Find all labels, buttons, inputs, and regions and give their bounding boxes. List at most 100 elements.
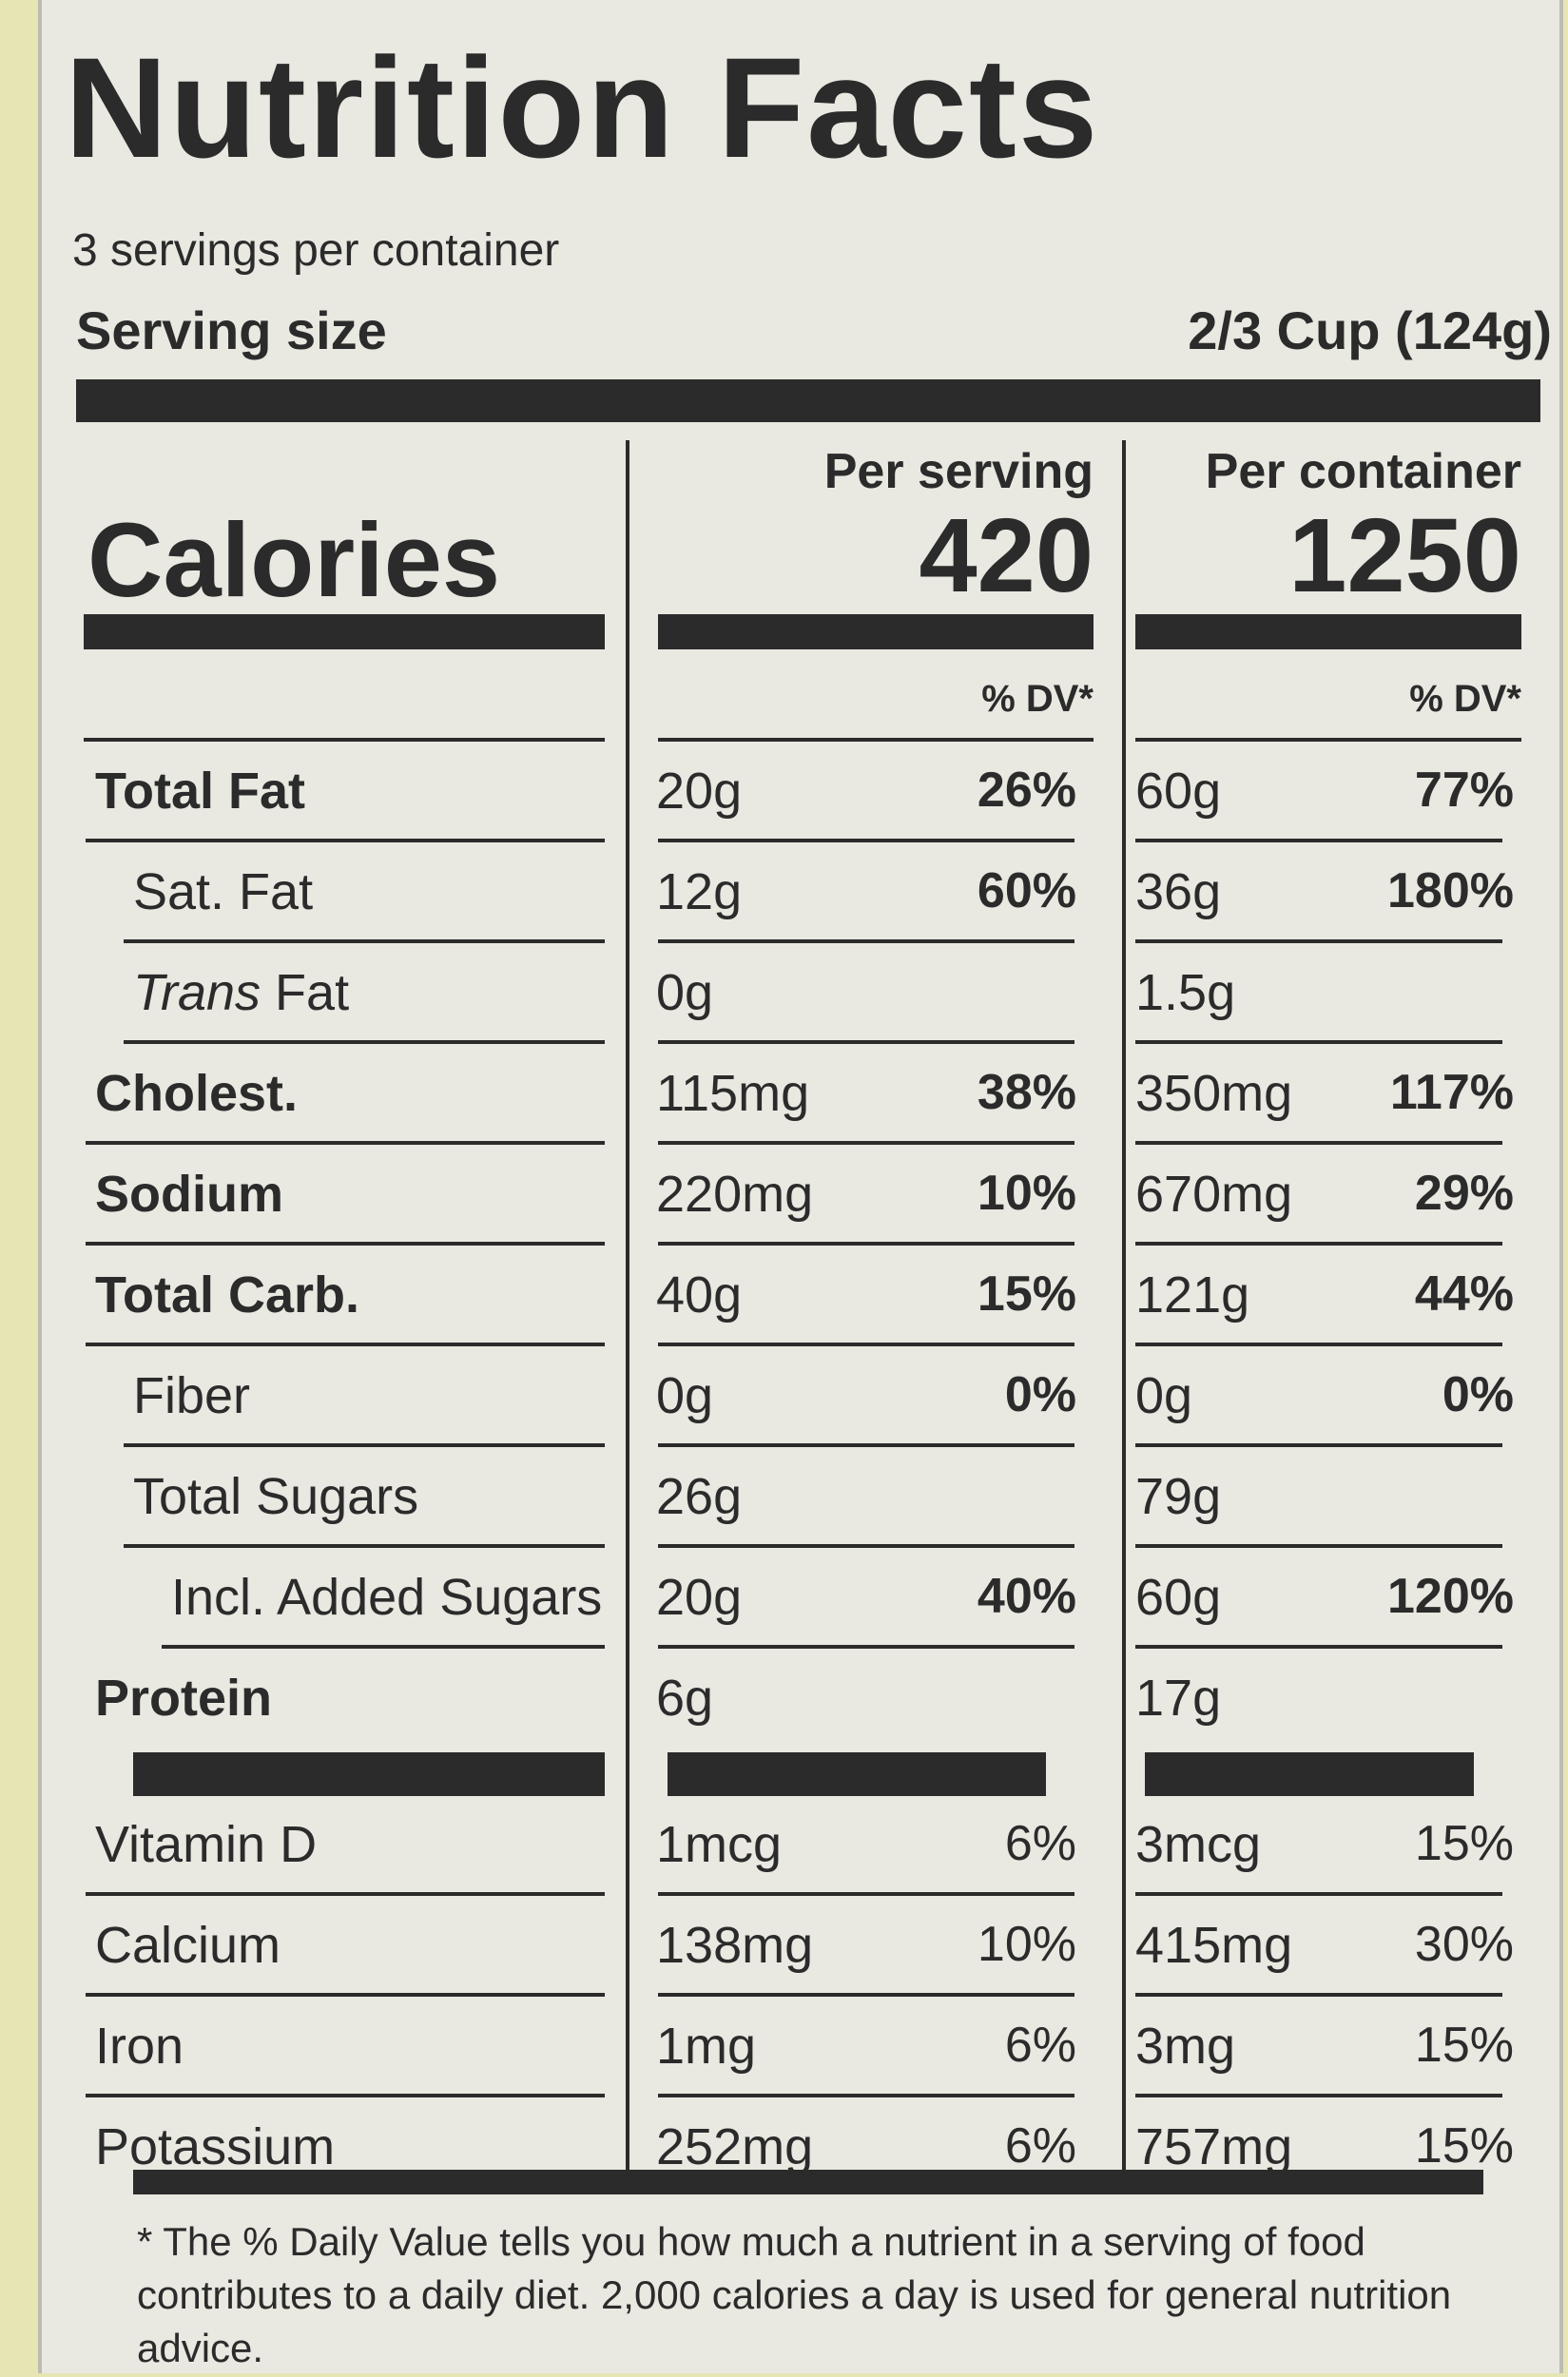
nutrient-label: Iron: [95, 2018, 184, 2075]
daily-value: 6%: [1004, 2018, 1076, 2073]
daily-value: 6%: [1004, 1816, 1076, 1871]
calories-label: Calories: [87, 502, 501, 619]
rule: [1135, 1343, 1502, 1346]
thick-rule: [76, 379, 1540, 422]
amount: 138mg: [656, 1917, 814, 1974]
nutrient-label: Calcium: [95, 1917, 281, 1974]
rule: [1135, 1892, 1502, 1896]
amount: 115mg: [656, 1065, 810, 1122]
rule: [124, 1443, 605, 1447]
column-divider: [626, 440, 629, 2171]
daily-value: 10%: [977, 1166, 1076, 1221]
amount: 252mg: [656, 2118, 814, 2175]
serving-size: 2/3 Cup (124g): [1188, 300, 1552, 360]
rule: [658, 1242, 1074, 1246]
rule: [658, 1993, 1074, 1997]
amount: 670mg: [1135, 1166, 1293, 1223]
rule: [1135, 2094, 1502, 2097]
daily-value: 6%: [1004, 2118, 1076, 2174]
amount: 121g: [1135, 1266, 1250, 1324]
rule: [658, 839, 1074, 842]
rule: [124, 939, 605, 943]
amount: 0g: [1135, 1367, 1193, 1424]
daily-value: 15%: [1414, 2118, 1514, 2174]
rule: [1135, 1544, 1502, 1548]
nutrition-label: Nutrition Facts 3 servings per container…: [38, 0, 1563, 2373]
daily-value: 120%: [1387, 1569, 1514, 1624]
nutrient-label-text: Fat: [275, 964, 350, 1021]
daily-value: 44%: [1414, 1266, 1514, 1322]
nutrient-label: Incl. Added Sugars: [171, 1569, 603, 1626]
amount: 350mg: [1135, 1065, 1293, 1122]
title: Nutrition Facts: [65, 28, 1100, 187]
daily-value: 77%: [1414, 763, 1514, 818]
dv-header: % DV*: [1409, 678, 1521, 720]
nutrient-label: Total Fat: [95, 763, 305, 820]
daily-value: 40%: [977, 1569, 1076, 1624]
column-header: Per container: [1205, 444, 1521, 499]
calories-value: 1250: [1288, 497, 1521, 614]
column-divider: [1122, 440, 1126, 2171]
rule: [658, 1544, 1074, 1548]
calories-value: 420: [919, 497, 1094, 614]
rule: [658, 1141, 1074, 1145]
thick-rule: [133, 2170, 1483, 2194]
rule: [86, 1993, 605, 1997]
amount: 17g: [1135, 1670, 1222, 1727]
amount: 0g: [656, 964, 714, 1021]
daily-value: 60%: [977, 863, 1076, 918]
rule: [658, 1040, 1074, 1044]
nutrient-label: Trans Fat: [133, 967, 349, 1018]
nutrient-label: Total Carb.: [95, 1266, 360, 1324]
nutrient-label: Total Sugars: [133, 1468, 419, 1525]
daily-value: 29%: [1414, 1166, 1514, 1221]
amount: 3mg: [1135, 2018, 1236, 2075]
daily-value: 0%: [1442, 1367, 1514, 1422]
rule: [124, 1040, 605, 1044]
rule: [658, 939, 1074, 943]
nutrient-label: Protein: [95, 1670, 273, 1727]
rule: [1135, 939, 1502, 943]
thick-rule: [133, 1752, 605, 1796]
rule: [86, 1343, 605, 1346]
daily-value: 15%: [977, 1266, 1076, 1322]
thick-rule: [668, 1752, 1046, 1796]
thick-rule: [1135, 614, 1521, 649]
nutrient-label: Cholest.: [95, 1065, 299, 1122]
column-header: Per serving: [823, 444, 1094, 499]
amount: 220mg: [656, 1166, 814, 1223]
amount: 36g: [1135, 863, 1222, 920]
nutrient-label: Sat. Fat: [133, 863, 314, 920]
amount: 415mg: [1135, 1917, 1293, 1974]
daily-value: 38%: [977, 1065, 1076, 1120]
amount: 40g: [656, 1266, 743, 1324]
rule: [124, 1544, 605, 1548]
rule: [1135, 1993, 1502, 1997]
rule: [86, 839, 605, 842]
rule: [658, 2094, 1074, 2097]
nutrient-label: Vitamin D: [95, 1816, 318, 1873]
amount: 79g: [1135, 1468, 1222, 1525]
daily-value: 15%: [1414, 1816, 1514, 1871]
dv-header: % DV*: [981, 678, 1094, 720]
amount: 757mg: [1135, 2118, 1293, 2175]
rule: [86, 1141, 605, 1145]
amount: 26g: [656, 1468, 743, 1525]
rule: [1135, 1141, 1502, 1145]
rule: [162, 1645, 605, 1649]
thick-rule: [84, 614, 605, 649]
serving-size-label: Serving size: [76, 300, 387, 360]
servings: 3 servings per container: [72, 225, 560, 276]
rule: [658, 1443, 1074, 1447]
rule: [86, 1892, 605, 1896]
amount: 12g: [656, 863, 743, 920]
thick-rule: [1145, 1752, 1474, 1796]
nutrient-label: Fiber: [133, 1367, 251, 1424]
rule: [1135, 738, 1521, 742]
rule: [1135, 1242, 1502, 1246]
amount: 60g: [1135, 1569, 1222, 1626]
amount: 20g: [656, 1569, 743, 1626]
amount: 1mcg: [656, 1816, 783, 1873]
rule: [86, 1242, 605, 1246]
